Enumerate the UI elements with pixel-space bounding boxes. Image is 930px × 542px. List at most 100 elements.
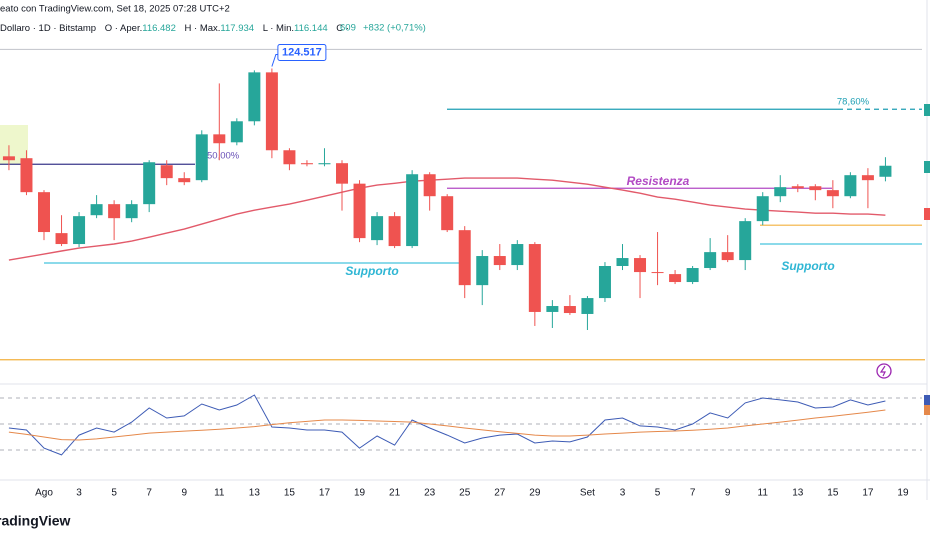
level-label: Supporto (345, 264, 398, 278)
candle-body (669, 274, 682, 283)
level-label: Supporto (781, 259, 834, 273)
candle-body (458, 230, 471, 286)
x-tick-label: 15 (827, 488, 839, 499)
candle-body (90, 204, 103, 216)
candle-body (493, 256, 506, 266)
x-tick-label: 19 (354, 488, 366, 499)
x-tick-label: 29 (529, 488, 541, 499)
open-value: 116.482 (142, 23, 176, 34)
symbol: Dollaro · 1D · Bitstamp (0, 23, 96, 34)
candle-body (178, 178, 191, 183)
candle-body (125, 204, 138, 219)
indicator-marker (924, 395, 930, 405)
candle-body (879, 165, 892, 177)
open-label: O · Aper. (105, 23, 143, 34)
candle-body (2, 156, 15, 161)
alert-icon-bolt (879, 365, 886, 377)
candle-body (756, 196, 769, 222)
candle-body (651, 272, 664, 274)
candle-body (55, 233, 68, 245)
x-tick-label: 7 (146, 488, 152, 499)
candle-body (809, 186, 822, 191)
candle-body (213, 134, 226, 144)
peak-callout-box (277, 43, 327, 61)
candle-body (318, 163, 331, 165)
candle-body (143, 162, 156, 205)
candle-body (826, 190, 839, 197)
x-tick-label: 21 (389, 488, 401, 499)
candle-body (388, 216, 401, 247)
x-tick-label: 17 (862, 488, 874, 499)
x-tick-label: 11 (758, 488, 769, 499)
peak-callout-label: 124.517 (282, 46, 322, 58)
candle-body (686, 268, 699, 283)
candle-body (195, 134, 208, 181)
candle-body (739, 221, 752, 261)
x-tick-label: 25 (459, 488, 471, 499)
candle-body (774, 187, 787, 197)
candle-body (230, 121, 243, 143)
candle-body (73, 216, 86, 245)
candle-body (265, 72, 278, 151)
candle-body (336, 163, 349, 184)
x-tick-label: 19 (897, 488, 909, 499)
x-tick-label: Ago (35, 488, 53, 499)
indicator-line (8, 394, 886, 456)
x-tick-label: Set (580, 488, 595, 499)
high-value: 117.934 (220, 23, 254, 34)
level-label: 78,60% (837, 97, 870, 108)
candle-body (476, 256, 489, 286)
x-tick-label: 3 (620, 488, 626, 499)
candle-body (844, 175, 857, 197)
x-tick-label: 9 (725, 488, 731, 499)
candle-body (721, 252, 734, 261)
high-label: H · Max. (185, 23, 221, 34)
low-value: 116.144 (294, 23, 328, 34)
candle-body (108, 204, 121, 219)
x-tick-label: 17 (319, 488, 331, 499)
indicator-marker (924, 405, 930, 415)
candle-body (546, 306, 559, 312)
candle-body (791, 186, 804, 189)
candle-body (423, 174, 436, 197)
candle-body (861, 175, 874, 181)
level-label: Resistenza (627, 174, 690, 188)
candle-body (598, 266, 611, 299)
x-tick-label: 5 (655, 488, 661, 499)
level-label: 50,00% (207, 151, 240, 162)
candle-body (528, 244, 541, 312)
candle-body (704, 252, 717, 269)
price-marker (924, 208, 930, 220)
candle-body (616, 258, 629, 266)
x-tick-label: 9 (181, 488, 187, 499)
indicator-line (8, 409, 886, 441)
legend-row: Dollaro · 1D · Bitstamp O · Aper.116.482… (0, 23, 349, 34)
close-tail: 609 (340, 23, 356, 34)
candle-body (20, 158, 33, 193)
candle-body (511, 244, 524, 266)
close-label: C · (336, 23, 349, 34)
x-tick-label: 27 (494, 488, 506, 499)
logo: radingView (0, 513, 71, 529)
candle-body (406, 174, 419, 247)
credit: eato con TradingView.com, Set 18, 2025 0… (0, 4, 230, 15)
candle-body (441, 196, 454, 231)
candle-body (38, 192, 50, 233)
price-marker (924, 104, 930, 116)
price-marker (924, 161, 930, 173)
change: +832 (+0,71%) (363, 23, 426, 34)
alert-icon (876, 363, 892, 379)
candle-body (353, 183, 366, 239)
candle-body (581, 298, 594, 314)
x-tick-label: 13 (249, 488, 261, 499)
candle-body (248, 72, 261, 122)
x-tick-label: 5 (111, 488, 117, 499)
candle-body (300, 163, 313, 165)
x-tick-label: 15 (284, 488, 296, 499)
candle-body (563, 306, 576, 314)
moving-average (8, 177, 886, 261)
x-tick-label: 7 (690, 488, 696, 499)
candle-body (371, 216, 384, 241)
candle-body (283, 150, 296, 165)
